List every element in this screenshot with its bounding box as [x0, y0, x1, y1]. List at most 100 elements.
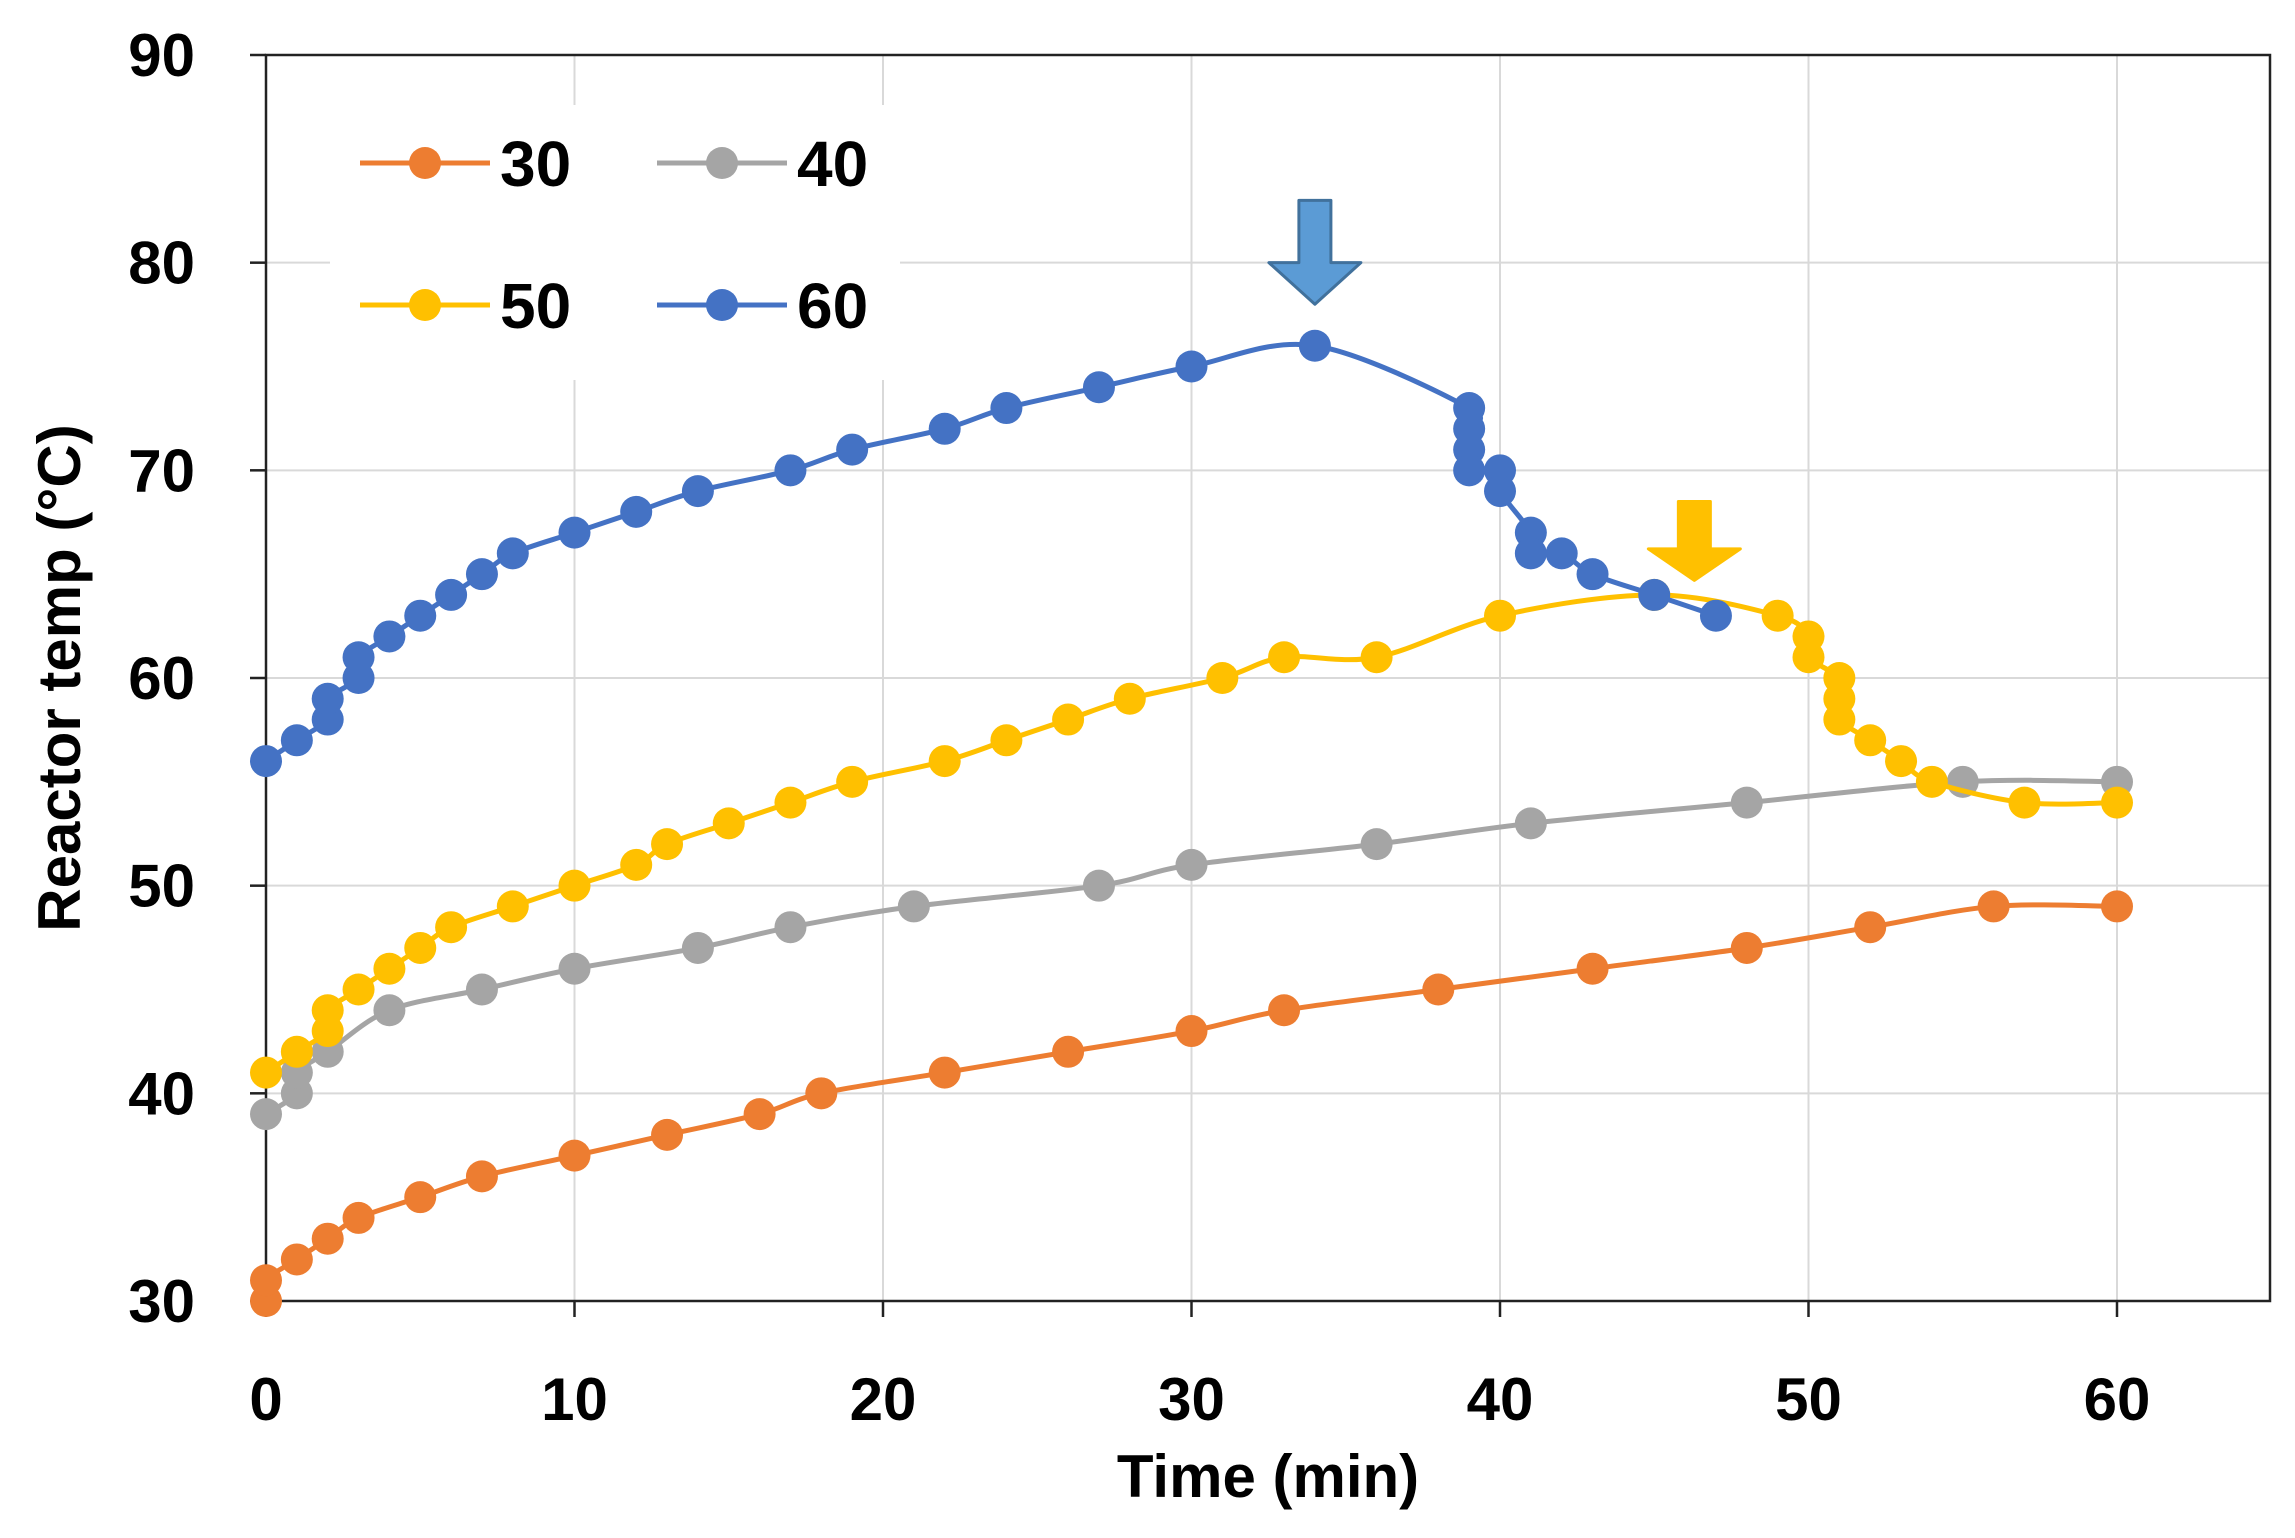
series-30-point-14 [1268, 994, 1301, 1027]
series-30-point-13 [1175, 1015, 1208, 1048]
legend-swatch-marker-40 [706, 147, 738, 179]
arrow-annotation-2 [1646, 499, 1742, 582]
axis-ticks: 30 40 50 60 70 80 90 0 10 20 30 40 50 60 [128, 22, 2150, 1433]
x-tick-label-50: 50 [1775, 1366, 1842, 1433]
x-tick-label-40: 40 [1467, 1366, 1534, 1433]
series-30-point-7 [558, 1139, 591, 1172]
x-tick-label-30: 30 [1158, 1366, 1225, 1433]
series-40-point-0 [250, 1098, 282, 1131]
series-30-point-16 [1576, 952, 1609, 985]
series-50-point-24 [1761, 599, 1794, 632]
y-tick-label-80: 80 [128, 230, 195, 297]
series-60-point-29 [1545, 537, 1578, 570]
series-50-point-9 [558, 869, 591, 902]
series-60-point-30 [1576, 558, 1609, 591]
series-30-point-18 [1854, 911, 1887, 944]
series-30-point-2 [280, 1243, 313, 1276]
series-60-point-8 [435, 578, 468, 611]
series-30-point-5 [404, 1181, 437, 1214]
series-30-point-15 [1422, 973, 1455, 1006]
series-50-point-6 [404, 931, 437, 964]
series-40-point-13 [1514, 807, 1547, 840]
series-40-point-8 [774, 911, 807, 944]
y-tick-label-90: 90 [128, 22, 195, 89]
series-50-point-29 [1823, 703, 1856, 736]
series-60-point-6 [373, 620, 406, 653]
series-30 [250, 890, 2133, 1317]
series-50-point-3 [311, 994, 344, 1027]
series-60-point-9 [465, 558, 498, 591]
legend: 30 40 50 60 [330, 105, 900, 380]
legend-label-40: 40 [797, 128, 868, 200]
series-40-point-6 [558, 952, 591, 985]
series-layer [250, 329, 2133, 1317]
series-30-point-19 [1977, 890, 2010, 923]
series-40-point-4 [373, 994, 406, 1027]
series-30-point-9 [743, 1098, 776, 1131]
series-40 [250, 765, 2133, 1131]
arrow-annotation-1 [1267, 198, 1363, 306]
series-60-point-3 [311, 682, 344, 715]
series-60-point-5 [342, 641, 375, 674]
series-60-point-17 [990, 392, 1023, 425]
series-60-point-24 [1453, 454, 1486, 487]
series-30-point-20 [2101, 890, 2133, 923]
series-50-point-1 [280, 1035, 313, 1068]
series-50-point-26 [1792, 641, 1825, 674]
series-60-point-26 [1484, 475, 1516, 508]
series-30-point-1 [250, 1264, 282, 1297]
series-60-point-32 [1699, 599, 1732, 632]
legend-swatch-marker-50 [409, 289, 441, 321]
series-60-point-18 [1082, 371, 1115, 404]
series-60-point-28 [1514, 537, 1547, 570]
series-50-point-31 [1885, 745, 1918, 778]
series-60-point-0 [250, 745, 282, 778]
gridlines [266, 55, 2270, 1301]
series-30-point-12 [1052, 1035, 1085, 1068]
x-tick-label-0: 0 [249, 1366, 282, 1433]
series-60-point-12 [620, 495, 653, 528]
series-30-point-3 [311, 1222, 344, 1255]
series-50-point-17 [1052, 703, 1085, 736]
series-60-point-7 [404, 599, 437, 632]
y-axis-label: Reactor temp (°C) [26, 424, 93, 931]
series-60-point-14 [774, 454, 807, 487]
series-40-point-10 [1082, 869, 1115, 902]
series-50-point-20 [1268, 641, 1301, 674]
series-30-point-17 [1730, 931, 1763, 964]
series-40-point-12 [1360, 828, 1393, 861]
series-50-point-14 [836, 765, 869, 798]
series-50-point-15 [928, 745, 961, 778]
annotations [1267, 198, 1742, 582]
y-tick-label-40: 40 [128, 1060, 195, 1127]
series-60-point-10 [496, 537, 529, 570]
y-tick-label-30: 30 [128, 1268, 195, 1335]
x-tick-label-60: 60 [2084, 1366, 2151, 1433]
legend-label-60: 60 [797, 270, 868, 342]
series-60 [250, 329, 1732, 778]
y-tick-label-60: 60 [128, 645, 195, 712]
series-60-point-20 [1298, 329, 1331, 362]
series-30-point-11 [928, 1056, 961, 1089]
legend-swatch-marker-30 [409, 147, 441, 179]
x-tick-label-10: 10 [541, 1366, 608, 1433]
series-30-point-10 [805, 1077, 838, 1110]
legend-swatch-marker-60 [706, 289, 738, 321]
series-40-point-7 [681, 931, 714, 964]
series-40-point-5 [465, 973, 498, 1006]
series-50-point-22 [1484, 599, 1516, 632]
series-30-point-8 [651, 1118, 684, 1151]
series-50-point-12 [712, 807, 745, 840]
series-50-point-0 [250, 1056, 282, 1089]
series-50-point-21 [1360, 641, 1393, 674]
x-tick-label-20: 20 [850, 1366, 917, 1433]
series-50-point-4 [342, 973, 375, 1006]
y-tick-label-70: 70 [128, 437, 195, 504]
x-axis-label: Time (min) [1117, 1443, 1419, 1510]
series-60-point-1 [280, 724, 313, 757]
series-50-point-16 [990, 724, 1023, 757]
series-50-point-18 [1113, 682, 1146, 715]
series-60-point-11 [558, 516, 591, 549]
legend-label-30: 30 [500, 128, 571, 200]
